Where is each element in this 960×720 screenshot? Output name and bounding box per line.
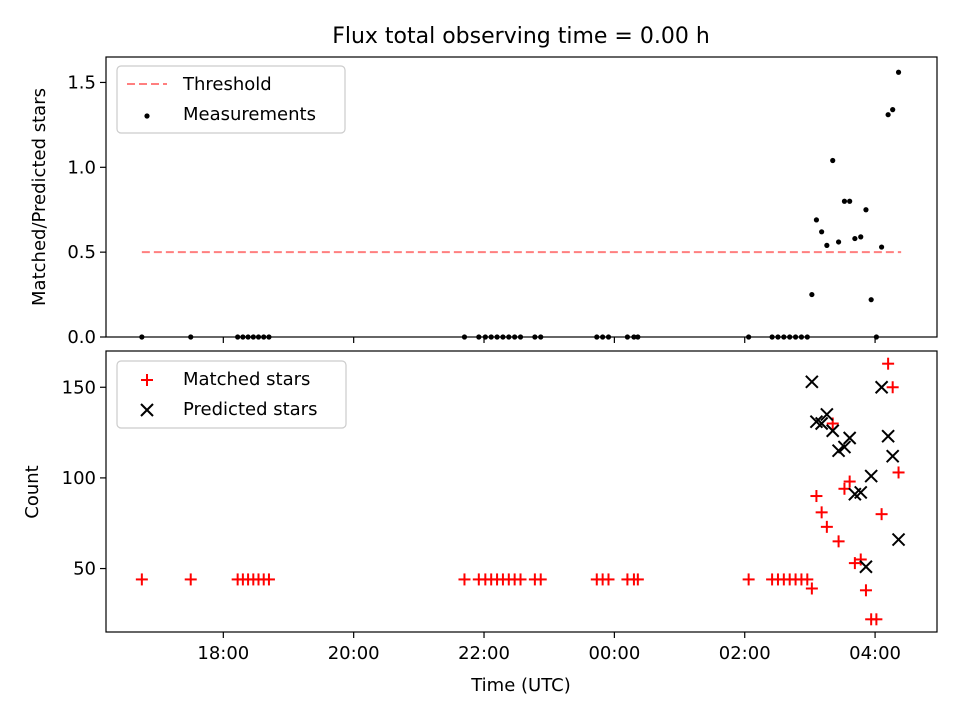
top-y-tick-label: 0.5 [67, 242, 96, 263]
predicted-star-point [859, 560, 873, 574]
bottom-y-tick-label: 150 [62, 377, 96, 398]
predicted-star-point [842, 431, 857, 445]
bottom-panel-axes: 50 100 150 18:00 20:00 22:00 00:00 02:00 04:00 C… [22, 350, 938, 696]
matched-star-point [815, 506, 828, 519]
top-y-tick-label: 1.5 [67, 72, 96, 93]
matched-star-point [854, 553, 867, 566]
predicted-star-point [881, 429, 895, 443]
bottom-axes-frame [105, 350, 938, 633]
matched-star-point [870, 613, 883, 626]
matched-star-point [184, 573, 197, 586]
matched-star-point [602, 573, 615, 586]
top-axes-frame [105, 56, 938, 338]
top-y-axis-label: Matched/Predicted stars [29, 88, 50, 306]
matched-star-point [805, 582, 818, 595]
top-panel-axes: 0.0 0.5 1.0 1.5 Matched/Predicted stars Thr… [29, 56, 938, 348]
matched-star-point [832, 535, 845, 548]
matched-star-point [886, 381, 899, 394]
predicted-star-point [837, 440, 852, 454]
legend-predicted-swatch [140, 403, 154, 417]
measurement-point [813, 217, 820, 223]
bottom-legend: Matched stars Predicted stars [116, 360, 347, 429]
matched-star-point [859, 584, 872, 597]
measurement-point [863, 207, 869, 213]
bottom-y-tick-label: 50 [73, 559, 96, 580]
measurement-point [824, 242, 830, 248]
bottom-y-tick-label: 100 [62, 468, 96, 489]
predicted-star-point [854, 485, 868, 500]
matched-star-point [135, 573, 148, 586]
matched-star-point [534, 573, 547, 586]
measurement-point [809, 291, 815, 298]
matched-star-point [262, 573, 275, 586]
matched-star-point [514, 573, 527, 586]
legend-measurements-swatch [144, 113, 150, 119]
matched-star-point [742, 573, 755, 586]
x-tick-label: 20:00 [328, 643, 380, 664]
matched-star-point [843, 475, 856, 488]
x-tick-label: 18:00 [197, 643, 249, 664]
matched-star-point [875, 508, 888, 521]
predicted-star-point [814, 416, 829, 431]
x-tick-label: 00:00 [588, 643, 640, 664]
top-y-tick-label: 0.0 [67, 327, 96, 348]
top-y-tick-label: 1.0 [67, 157, 96, 178]
measurement-point [885, 112, 891, 118]
x-tick-label: 02:00 [719, 643, 771, 664]
bottom-plot-marks [135, 357, 906, 626]
bottom-axis-ticks: 50 100 150 18:00 20:00 22:00 00:00 02:00 04:00 [62, 377, 901, 664]
measurement-point [858, 234, 864, 240]
legend-matched-swatch [141, 374, 153, 386]
matched-star-point [801, 573, 814, 586]
x-axis-label: Time (UTC) [470, 675, 571, 696]
measurement-point [819, 229, 825, 235]
predicted-star-point [891, 532, 906, 547]
series-predicted-stars [805, 375, 906, 574]
x-tick-label: 04:00 [849, 643, 901, 664]
predicted-star-point [820, 407, 834, 422]
matched-star-point [820, 520, 833, 533]
predicted-star-point [864, 469, 878, 483]
bottom-legend-box [116, 360, 347, 429]
predicted-star-point [885, 449, 900, 463]
measurement-point [847, 198, 853, 204]
legend-predicted-label: Predicted stars [183, 399, 317, 420]
chart-title: Flux total observing time = 0.00 h [332, 24, 710, 49]
matched-star-point [882, 357, 895, 370]
measurement-point [879, 244, 885, 250]
matched-star-point [810, 490, 823, 503]
measurement-point [895, 69, 902, 75]
legend-matched-label: Matched stars [183, 369, 310, 390]
measurement-point [852, 235, 858, 242]
predicted-star-point [831, 444, 846, 458]
bottom-y-axis-label: Count [22, 465, 43, 518]
predicted-star-point [805, 375, 819, 389]
predicted-star-point [826, 424, 840, 438]
measurement-point [841, 198, 848, 204]
x-tick-label: 22:00 [458, 643, 510, 664]
top-axis-ticks: 0.0 0.5 1.0 1.5 [67, 72, 876, 348]
legend-measurements-label: Measurements [183, 104, 316, 125]
measurement-point [830, 157, 836, 164]
legend-threshold-label: Threshold [182, 74, 272, 95]
top-legend-box [116, 65, 346, 134]
predicted-star-point [874, 380, 889, 394]
matched-star-point [458, 573, 471, 586]
top-legend: Threshold Measurements [116, 65, 346, 134]
matched-star-point [892, 466, 905, 479]
measurement-point [890, 107, 896, 113]
measurement-point [868, 297, 874, 303]
series-matched-stars [135, 357, 905, 626]
measurement-point [835, 239, 842, 245]
matched-star-point [631, 573, 644, 586]
